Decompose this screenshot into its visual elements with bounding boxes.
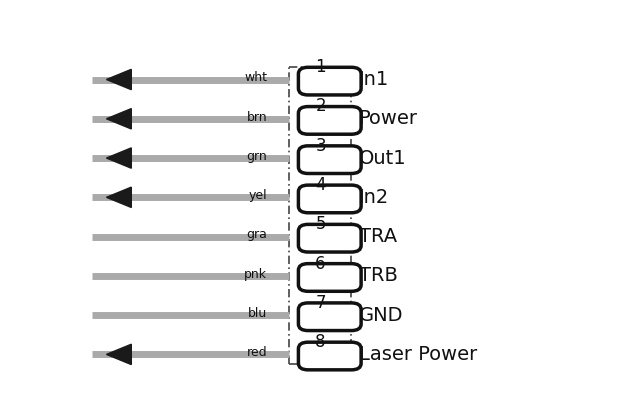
Text: pnk: pnk <box>244 268 267 281</box>
FancyBboxPatch shape <box>298 185 361 213</box>
FancyBboxPatch shape <box>298 303 361 331</box>
FancyBboxPatch shape <box>298 264 361 291</box>
Text: red: red <box>247 346 267 359</box>
FancyBboxPatch shape <box>298 342 361 370</box>
Polygon shape <box>107 109 131 129</box>
Text: yel: yel <box>249 189 267 202</box>
Text: blu: blu <box>248 307 267 320</box>
Text: 8: 8 <box>316 333 326 351</box>
FancyBboxPatch shape <box>298 67 361 95</box>
Text: TRA: TRA <box>358 227 397 246</box>
Text: Out1: Out1 <box>358 149 406 168</box>
Polygon shape <box>107 69 131 90</box>
Text: In1: In1 <box>358 70 389 89</box>
Text: 3: 3 <box>316 137 326 155</box>
Text: 5: 5 <box>316 215 326 233</box>
Text: 4: 4 <box>316 176 326 194</box>
Text: 7: 7 <box>316 294 326 312</box>
Text: GND: GND <box>358 306 403 325</box>
Text: grn: grn <box>247 150 267 163</box>
Polygon shape <box>107 187 131 207</box>
Text: 1: 1 <box>316 58 326 76</box>
Polygon shape <box>107 148 131 168</box>
FancyBboxPatch shape <box>298 107 361 134</box>
FancyBboxPatch shape <box>298 224 361 252</box>
FancyBboxPatch shape <box>298 146 361 173</box>
Text: In2: In2 <box>358 188 389 207</box>
Polygon shape <box>107 344 131 365</box>
Text: 2: 2 <box>316 97 326 116</box>
Text: Laser Power: Laser Power <box>358 345 477 364</box>
Text: TRB: TRB <box>358 266 397 285</box>
Text: brn: brn <box>247 110 267 123</box>
Text: gra: gra <box>246 228 267 241</box>
Text: Power: Power <box>358 109 418 128</box>
Text: 6: 6 <box>316 255 326 273</box>
Text: wht: wht <box>244 71 267 84</box>
